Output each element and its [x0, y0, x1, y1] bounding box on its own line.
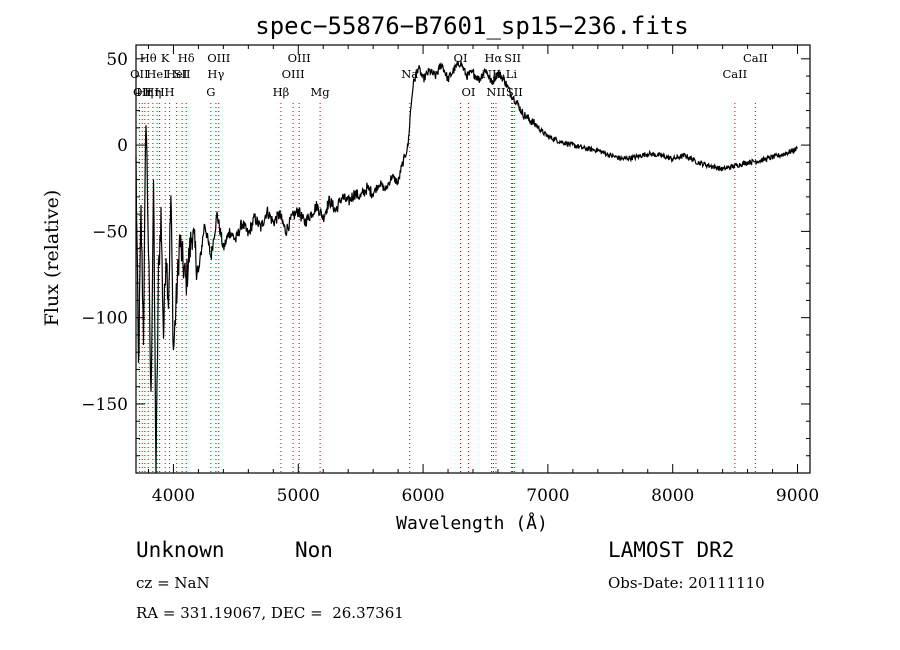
ra-dec-coordinates: RA = 331.19067, DEC = 26.37361	[136, 604, 404, 622]
line-marker-label: SII	[504, 51, 521, 65]
line-marker-label: K	[161, 51, 170, 65]
line-marker-label: Hη	[144, 85, 161, 99]
object-subclass: Non	[295, 538, 333, 562]
obs-date: Obs-Date: 20111110	[608, 574, 765, 592]
y-tick-label: 50	[106, 50, 128, 70]
line-marker-label: CaII	[743, 51, 768, 65]
x-tick-label: 4000	[152, 486, 195, 506]
line-marker-label: OIII	[288, 51, 311, 65]
y-tick-label: −100	[81, 309, 128, 329]
plot-frame	[135, 44, 811, 474]
chart-title: spec−55876−B7601_sp15−236.fits	[255, 12, 688, 40]
axis-ticks: 4000 5000 6000 7000 8000 9000 50 0 −50 −100 −150	[81, 45, 819, 506]
line-marker-label: Na	[401, 67, 418, 81]
x-tick-label: 6000	[401, 486, 444, 506]
x-tick-label: 5000	[277, 486, 320, 506]
line-marker-label: OI	[462, 85, 476, 99]
y-tick-label: −150	[81, 395, 128, 415]
line-marker-label: OIII	[207, 51, 230, 65]
line-marker-label: OIII	[282, 67, 305, 81]
emission-line-markers: OIIOIIHηHθHηHeIHKHHeISIIHδGHγOIIIHβOIIIO…	[130, 51, 768, 473]
line-marker-label: OII	[133, 85, 152, 99]
x-tick-label: 9000	[776, 486, 819, 506]
line-marker-label: HeI	[146, 67, 167, 81]
line-marker-label: Mg	[311, 85, 331, 99]
y-axis-label: Flux (relative)	[41, 190, 63, 327]
line-marker-label: CaII	[722, 67, 747, 81]
line-marker-label: Hθ	[140, 51, 157, 65]
spectrum-line	[135, 60, 799, 474]
line-marker-label: Hη	[136, 85, 153, 99]
line-marker-label: G	[206, 85, 215, 99]
line-marker-label: OII	[130, 67, 149, 81]
line-marker-label: H	[155, 85, 165, 99]
line-marker-label: Hα	[484, 51, 502, 65]
y-tick-label: 0	[117, 136, 128, 156]
line-marker-label: H	[165, 85, 175, 99]
survey-name: LAMOST DR2	[608, 538, 735, 562]
x-tick-label: 7000	[526, 486, 569, 506]
line-marker-label: Hδ	[178, 51, 195, 65]
x-axis-label: Wavelength (Å)	[396, 512, 548, 534]
line-marker-label: Hγ	[207, 67, 224, 81]
line-marker-label: Li	[506, 67, 518, 81]
redshift-cz: cz = NaN	[136, 574, 210, 592]
line-marker-label: NII	[486, 85, 505, 99]
x-tick-label: 8000	[651, 486, 694, 506]
y-tick-label: −50	[92, 222, 128, 242]
line-marker-label: SII	[174, 67, 191, 81]
line-marker-label: Hβ	[273, 85, 290, 99]
object-class: Unknown	[136, 538, 225, 562]
line-marker-label: HeI	[166, 67, 187, 81]
